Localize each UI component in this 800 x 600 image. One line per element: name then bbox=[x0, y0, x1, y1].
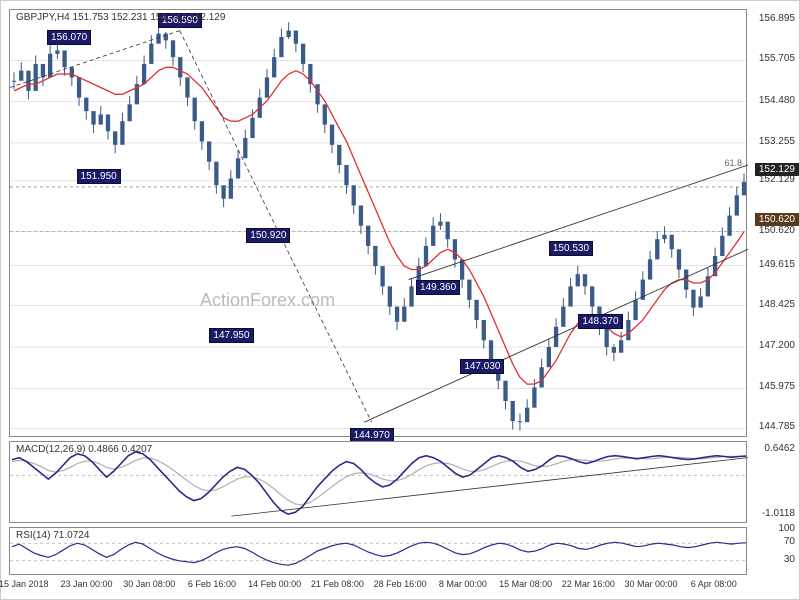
time-xlabel: 15 Mar 08:00 bbox=[499, 579, 552, 589]
price-ylabel: 144.785 bbox=[759, 421, 795, 432]
price-panel[interactable]: GBPJPY,H4 151.753 152.231 151.747 152.12… bbox=[9, 9, 747, 437]
time-xlabel: 8 Mar 00:00 bbox=[439, 579, 487, 589]
price-ylabel: 155.705 bbox=[759, 53, 795, 64]
macd-ylabel: 0.6462 bbox=[764, 443, 795, 454]
time-xlabel: 23 Jan 00:00 bbox=[60, 579, 112, 589]
indicator-price-tag: 150.620 bbox=[755, 213, 799, 226]
rsi-ylabel: 100 bbox=[778, 523, 795, 534]
price-ylabel: 147.200 bbox=[759, 340, 795, 351]
rsi-label: RSI(14) 71.0724 bbox=[16, 530, 89, 541]
rsi-ylabel: 70 bbox=[784, 536, 795, 547]
price-swing-label: 156.070 bbox=[47, 30, 91, 45]
time-xlabel: 6 Feb 16:00 bbox=[188, 579, 236, 589]
rsi-ylabel: 30 bbox=[784, 554, 795, 565]
time-xlabel: 22 Mar 16:00 bbox=[562, 579, 615, 589]
time-xlabel: 15 Jan 2018 bbox=[0, 579, 49, 589]
time-xlabel: 14 Feb 00:00 bbox=[248, 579, 301, 589]
current-price-tag: 152.129 bbox=[755, 163, 799, 176]
price-swing-label: 150.920 bbox=[246, 228, 290, 243]
price-swing-label: 150.530 bbox=[549, 241, 593, 256]
time-xlabel: 28 Feb 16:00 bbox=[374, 579, 427, 589]
price-ylabel: 149.615 bbox=[759, 259, 795, 270]
price-chart-svg bbox=[10, 10, 748, 438]
price-swing-label: 151.950 bbox=[77, 169, 121, 184]
macd-panel[interactable]: MACD(12,26,9) 0.4866 0.4207 bbox=[9, 441, 747, 523]
forex-chart-container: GBPJPY,H4 151.753 152.231 151.747 152.12… bbox=[0, 0, 800, 600]
price-ylabel: 145.975 bbox=[759, 381, 795, 392]
macd-label: MACD(12,26,9) 0.4866 0.4207 bbox=[16, 444, 152, 455]
time-xlabel: 30 Mar 00:00 bbox=[625, 579, 678, 589]
price-swing-label: 148.370 bbox=[578, 314, 622, 329]
price-swing-label: 147.030 bbox=[460, 359, 504, 374]
time-xlabel: 21 Feb 08:00 bbox=[311, 579, 364, 589]
rsi-panel[interactable]: RSI(14) 71.0724 bbox=[9, 527, 747, 575]
macd-ylabel: -1.0118 bbox=[762, 508, 795, 519]
price-ylabel: 153.255 bbox=[759, 136, 795, 147]
price-ylabel: 154.480 bbox=[759, 95, 795, 106]
fib-618-label: 61.8 bbox=[724, 158, 742, 168]
time-xlabel: 6 Apr 08:00 bbox=[691, 579, 737, 589]
time-xaxis: 15 Jan 201823 Jan 00:0030 Jan 08:006 Feb… bbox=[9, 577, 747, 597]
symbol-header: GBPJPY,H4 151.753 152.231 151.747 152.12… bbox=[16, 12, 225, 23]
time-xlabel: 30 Jan 08:00 bbox=[123, 579, 175, 589]
price-swing-label: 147.950 bbox=[209, 328, 253, 343]
price-ylabel: 148.425 bbox=[759, 299, 795, 310]
price-ylabel: 150.620 bbox=[759, 225, 795, 236]
rsi-svg bbox=[10, 528, 748, 576]
price-swing-label: 149.360 bbox=[416, 280, 460, 295]
price-ylabel: 156.895 bbox=[759, 13, 795, 24]
